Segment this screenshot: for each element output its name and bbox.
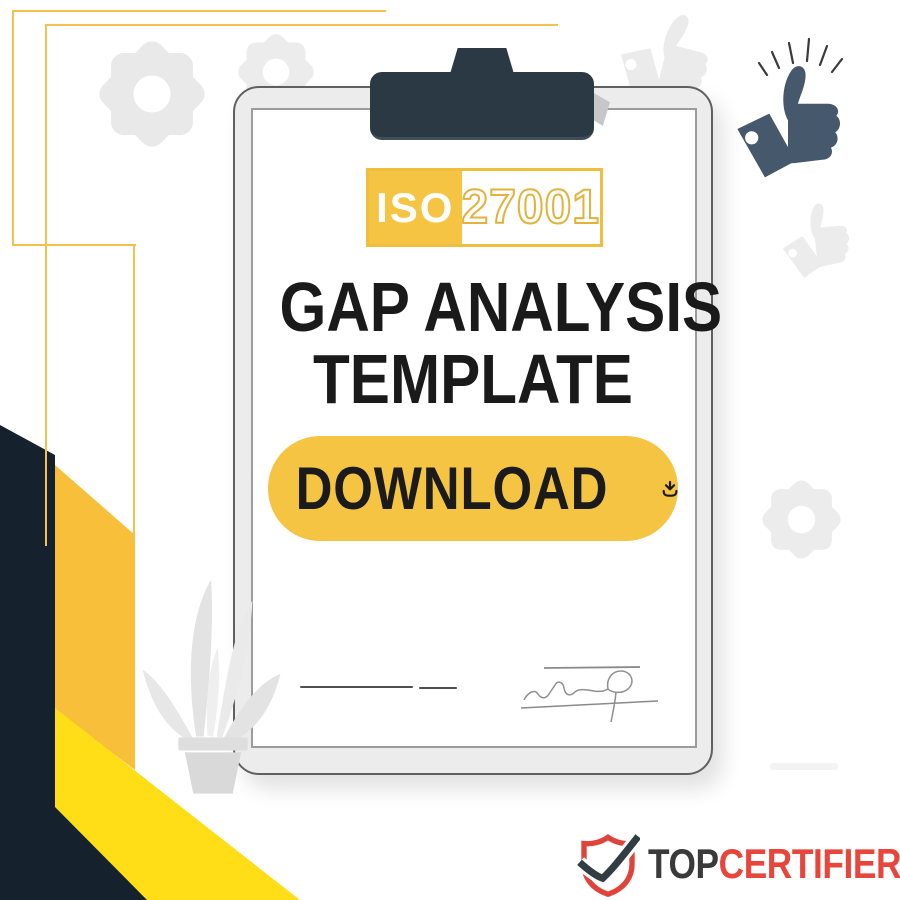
note-line <box>419 687 457 689</box>
clipboard-clip <box>370 72 594 140</box>
iso-badge: ISO 27001 <box>366 168 603 247</box>
shield-icon <box>576 832 640 898</box>
note-line <box>300 686 413 688</box>
iso-badge-label: ISO <box>369 171 462 244</box>
frame-line <box>45 24 47 546</box>
brand-name-top: TOP <box>648 840 719 887</box>
page-title-line1: GAP ANALYSIS <box>279 268 723 346</box>
download-icon <box>662 480 678 497</box>
download-button-label: DOWNLOAD <box>295 455 609 522</box>
page-title-line2: TEMPLATE <box>313 340 633 418</box>
iso-badge-number: 27001 <box>461 180 600 235</box>
thumbs-up-icon <box>778 200 853 280</box>
burst-lines-icon <box>757 37 843 76</box>
frame-line <box>133 244 135 538</box>
download-button[interactable]: DOWNLOAD <box>268 436 678 541</box>
frame-line <box>12 244 136 246</box>
decorative-bar <box>770 763 838 770</box>
signature-scribble <box>520 666 659 723</box>
gear-icon <box>758 476 845 563</box>
brand-name-certifier: CERTIFIER <box>718 840 900 887</box>
frame-line <box>45 24 558 26</box>
brand-logo: TOPCERTIFIER <box>576 828 900 900</box>
gear-icon <box>94 36 210 152</box>
clipboard-clip-knob <box>450 48 514 74</box>
frame-line <box>12 10 14 246</box>
plant-illustration <box>142 579 281 794</box>
frame-line <box>12 10 386 12</box>
